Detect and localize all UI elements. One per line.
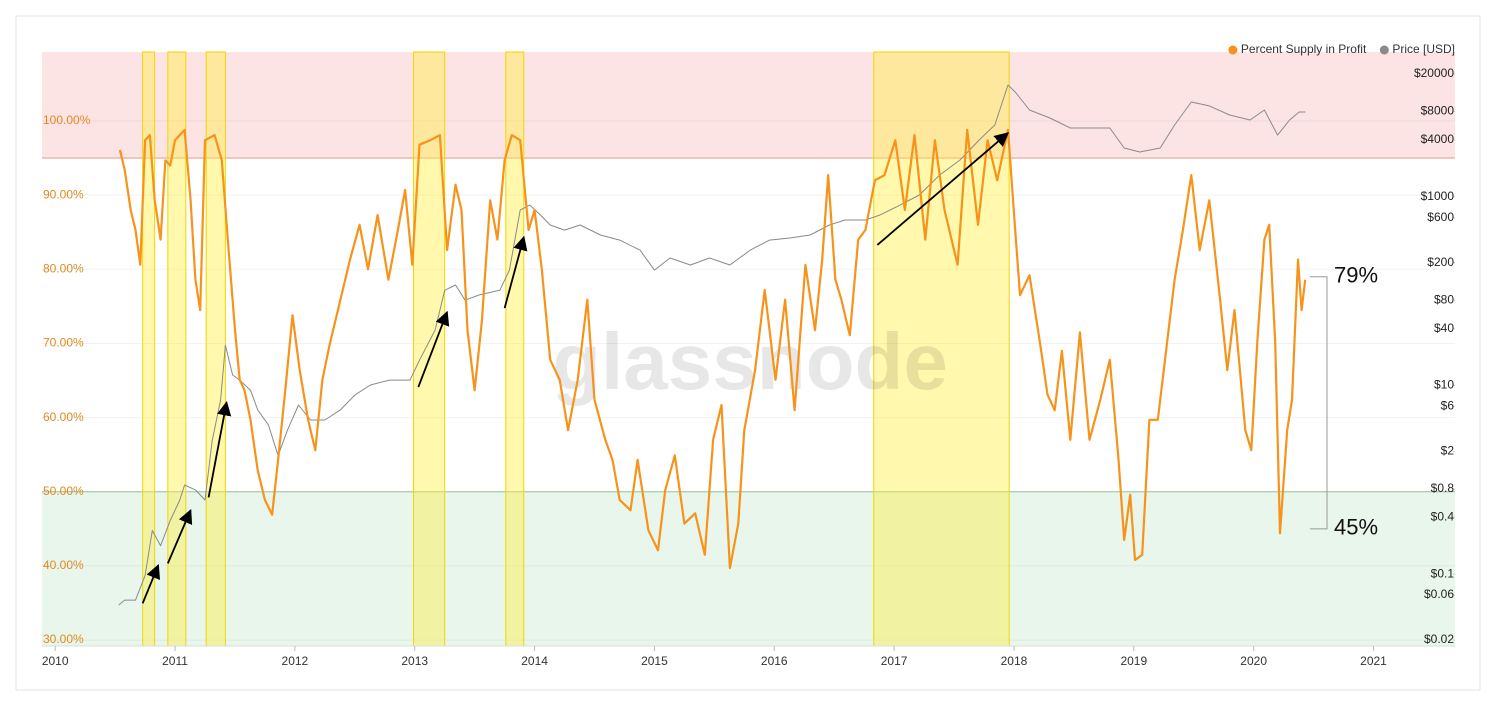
x-tick-label: 2013 [401,654,428,668]
arrow [417,310,450,388]
y2-tick-label: $1000 [1421,189,1455,203]
x-tick-label: 2018 [1001,654,1028,668]
y2-tick-label: $0.4 [1431,509,1455,523]
x-tick-label: 2017 [881,654,908,668]
x-tick-label: 2015 [641,654,668,668]
y2-tick-label: $20000 [1414,66,1454,80]
supply-line [118,128,1307,570]
price-line [118,84,1306,606]
y2-tick-label: $40 [1434,321,1454,335]
x-tick-label: 2010 [42,654,69,668]
x-tick-label: 2020 [1240,654,1267,668]
annotations: 79% 45% [1310,263,1378,540]
annotation-label: 79% [1334,263,1378,288]
upper-zone [42,52,1455,159]
y2-tick-label: $80 [1434,292,1454,306]
y2-tick-label: $2 [1441,444,1455,458]
y-tick-label: 40.00% [43,558,84,572]
y-tick-label: 60.00% [43,410,84,424]
legend-label: Price [USD] [1392,42,1455,56]
y-tick-label: 50.00% [43,484,84,498]
y-tick-label: 80.00% [43,261,84,275]
legend-swatch [1379,45,1389,55]
arrow [876,132,1010,246]
watermark: glassnode [552,317,948,406]
arrow [503,235,528,309]
y2-tick-label: $6 [1441,399,1455,413]
x-tick-label: 2012 [282,654,309,668]
x-tick-label: 2011 [162,654,188,668]
legend-label: Percent Supply in Profit [1241,42,1367,56]
y2-tick-label: $8000 [1421,104,1455,118]
y2-tick-label: $10 [1434,378,1454,392]
arrows [141,132,1010,604]
arrow [167,508,193,564]
y2-tick-label: $200 [1427,255,1454,269]
y-tick-label: 90.00% [43,187,84,201]
y-tick-label: 100.00% [43,113,91,127]
ticks: 30.00% 40.00% 50.00% 60.00% 70.00% 80.00% 90.0… [42,66,1455,668]
lines [118,84,1307,606]
x-tick-label: 2016 [761,654,788,668]
arrow [207,401,232,498]
y2-tick-label: $0.06 [1424,587,1454,601]
y2-tick-label: $600 [1427,210,1454,224]
lower-zone [42,491,1455,646]
y2-tick-label: $0.02 [1424,632,1454,646]
legend-swatch [1228,45,1238,55]
y2-tick-label: $4000 [1421,132,1455,146]
grid [42,120,1455,641]
x-tick-label: 2019 [1120,654,1147,668]
x-tick-label: 2021 [1360,654,1387,668]
legend: Price [USD] Percent Supply in Profit [1228,42,1455,56]
arrow [141,563,161,604]
y-tick-label: 30.00% [43,632,84,646]
y2-tick-label: $0.1 [1431,566,1455,580]
bracket [1310,276,1328,530]
zones [42,52,1455,646]
x-tick-label: 2014 [521,654,548,668]
annotation-label: 45% [1334,515,1378,540]
y-tick-label: 70.00% [43,336,84,350]
y2-tick-label: $0.8 [1431,481,1455,495]
